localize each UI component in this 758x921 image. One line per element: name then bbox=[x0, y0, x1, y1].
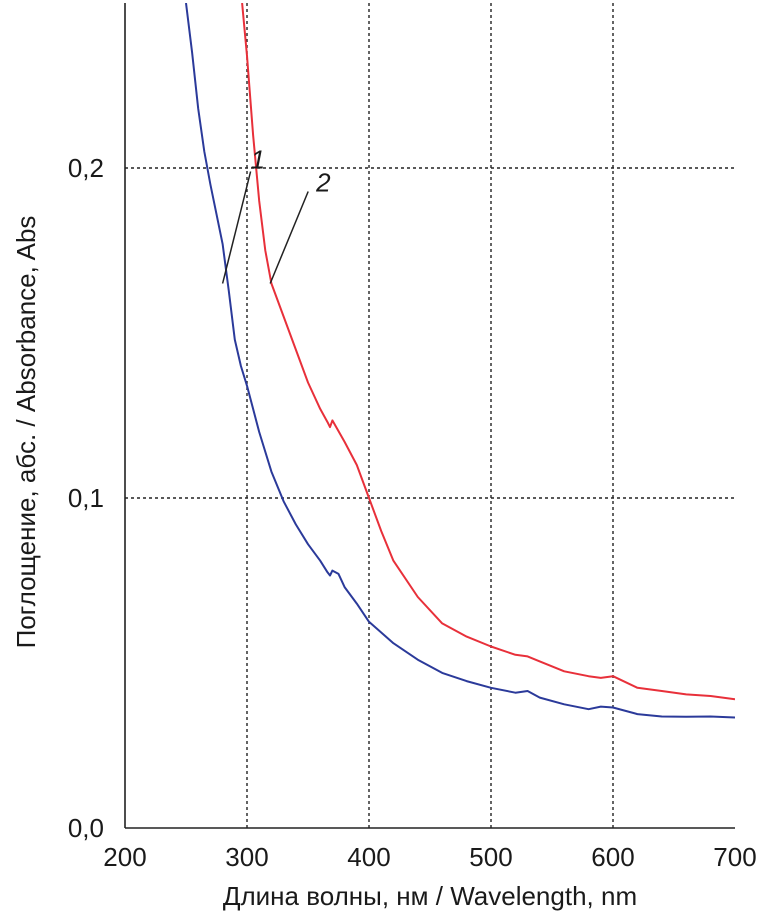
y-tick-label: 0,0 bbox=[68, 813, 104, 843]
x-tick-label: 200 bbox=[103, 842, 146, 872]
x-tick-label: 300 bbox=[225, 842, 268, 872]
grid bbox=[125, 3, 735, 828]
y-axis-title: Поглощение, абс. / Absorbance, Abs bbox=[11, 216, 41, 649]
series-line-2 bbox=[241, 3, 735, 701]
y-tick-label: 0,1 bbox=[68, 483, 104, 513]
series-lines bbox=[185, 3, 735, 719]
annotation-leader-2 bbox=[269, 191, 309, 284]
annotation-label-1: 1 bbox=[251, 145, 265, 175]
tick-labels: 200 300 400 500 600 700 0,0 0,1 0,2 bbox=[68, 153, 757, 872]
y-tick-label: 0,2 bbox=[68, 153, 104, 183]
x-tick-label: 400 bbox=[347, 842, 390, 872]
x-axis-title: Длина волны, нм / Wavelength, nm bbox=[223, 881, 637, 911]
series-line-1 bbox=[185, 3, 735, 719]
x-tick-label: 600 bbox=[591, 842, 634, 872]
curve-annotations: 12 bbox=[221, 145, 331, 284]
annotation-label-2: 2 bbox=[315, 168, 331, 198]
x-tick-label: 700 bbox=[713, 842, 756, 872]
annotation-leader-1 bbox=[221, 171, 252, 284]
axes bbox=[124, 3, 735, 829]
x-tick-label: 500 bbox=[469, 842, 512, 872]
